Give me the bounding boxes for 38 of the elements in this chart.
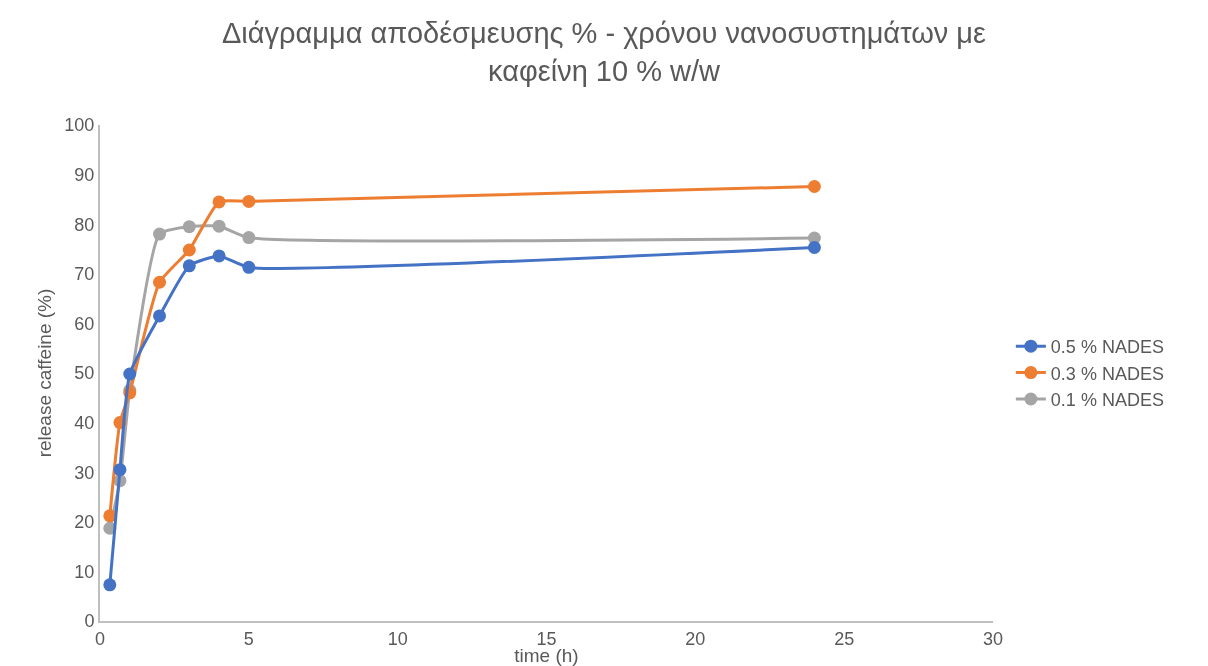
x-tick-label: 5 bbox=[243, 628, 254, 649]
point bbox=[123, 367, 137, 381]
y-tick-label: 0 bbox=[84, 611, 95, 632]
point bbox=[242, 194, 256, 208]
y-tick-label: 90 bbox=[74, 164, 95, 185]
point bbox=[212, 219, 226, 233]
legend-label: 0.5 % NADES bbox=[1050, 337, 1164, 358]
y-tick-label: 40 bbox=[74, 412, 95, 433]
y-tick-label: 20 bbox=[74, 512, 95, 533]
x-tick-label: 20 bbox=[685, 628, 706, 649]
x-tick-label: 10 bbox=[387, 628, 408, 649]
point bbox=[182, 220, 196, 234]
x-tick-label: 25 bbox=[834, 628, 855, 649]
y-tick-label: 100 bbox=[64, 115, 95, 136]
point bbox=[182, 259, 196, 273]
point bbox=[182, 243, 196, 257]
y-axis-title: release caffeine (%) bbox=[34, 288, 55, 458]
y-tick-label: 30 bbox=[74, 462, 95, 483]
point bbox=[103, 578, 117, 592]
y-tick-label: 60 bbox=[74, 313, 95, 334]
point bbox=[242, 231, 256, 245]
legend-label: 0.3 % NADES bbox=[1050, 363, 1164, 384]
point bbox=[153, 309, 167, 323]
point bbox=[113, 463, 127, 477]
y-tick-label: 70 bbox=[74, 264, 95, 285]
y-tick-label: 80 bbox=[74, 214, 95, 235]
point bbox=[153, 275, 167, 289]
point bbox=[153, 227, 167, 241]
point bbox=[212, 249, 226, 263]
y-tick-label: 10 bbox=[74, 561, 95, 582]
point bbox=[242, 260, 256, 274]
point bbox=[807, 180, 821, 193]
legend-label: 0.1 % NADES bbox=[1050, 390, 1164, 411]
point bbox=[807, 241, 821, 254]
y-tick-label: 50 bbox=[74, 363, 95, 384]
x-tick-label: 30 bbox=[982, 628, 1004, 649]
point bbox=[212, 195, 226, 209]
chart-title: Διάγραμμα αποδέσμευσης % - χρόνου νανοσυστημάτων με καφείνη 10 % w/w bbox=[221, 17, 987, 87]
